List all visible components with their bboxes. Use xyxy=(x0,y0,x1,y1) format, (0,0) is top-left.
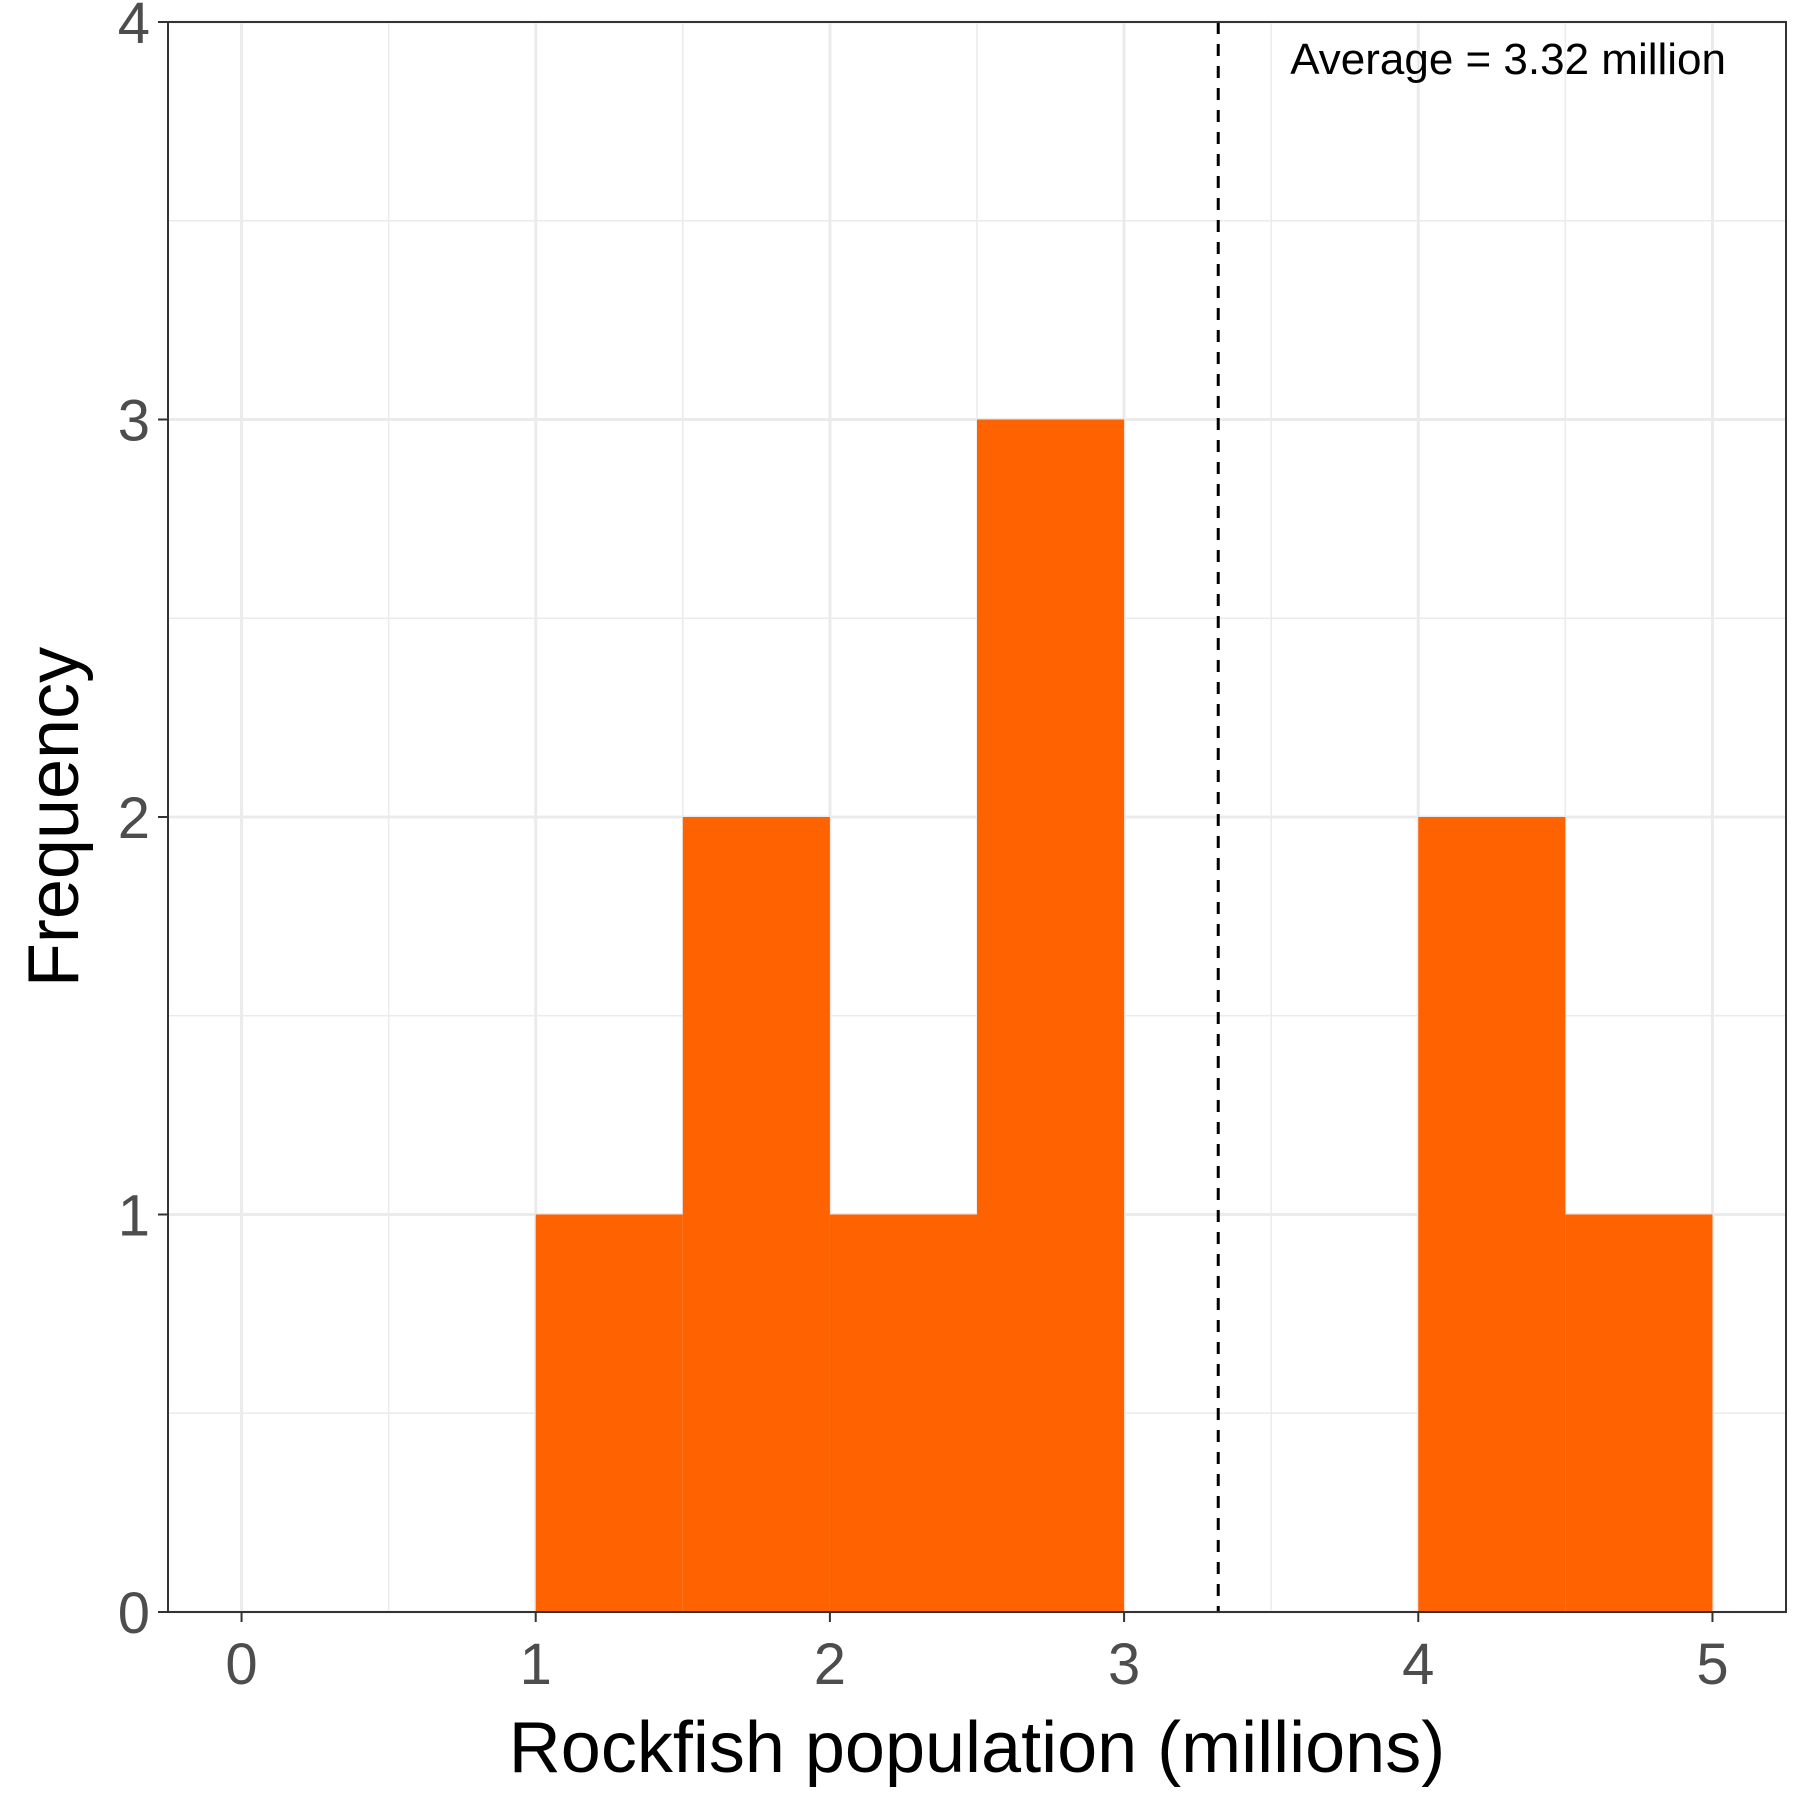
histogram-bar xyxy=(829,1214,977,1612)
histogram-bar xyxy=(977,419,1125,1612)
histogram-bar xyxy=(1418,817,1566,1612)
histogram-bar xyxy=(682,817,830,1612)
x-tick-label: 1 xyxy=(520,1632,552,1697)
histogram-bar xyxy=(1565,1214,1713,1612)
y-tick-label: 1 xyxy=(118,1184,150,1249)
y-tick-label: 0 xyxy=(118,1581,150,1646)
x-tick-label: 2 xyxy=(814,1632,846,1697)
y-axis-ticks: 0 1 2 3 4 xyxy=(118,0,168,1646)
x-tick-label: 4 xyxy=(1402,1632,1434,1697)
x-tick-label: 3 xyxy=(1108,1632,1140,1697)
y-tick-label: 3 xyxy=(118,389,150,454)
x-axis-title: Rockfish population (millions) xyxy=(509,1708,1445,1788)
x-tick-label: 0 xyxy=(225,1632,257,1697)
x-axis-ticks: 0 1 2 3 4 5 xyxy=(225,1612,1729,1697)
y-axis-title: Frequency xyxy=(14,647,94,987)
y-tick-label: 2 xyxy=(118,786,150,851)
x-tick-label: 5 xyxy=(1696,1632,1728,1697)
histogram-bar xyxy=(535,1214,683,1612)
average-annotation: Average = 3.32 million xyxy=(1290,35,1726,84)
y-tick-label: 4 xyxy=(118,0,150,56)
histogram-bars xyxy=(535,419,1713,1612)
